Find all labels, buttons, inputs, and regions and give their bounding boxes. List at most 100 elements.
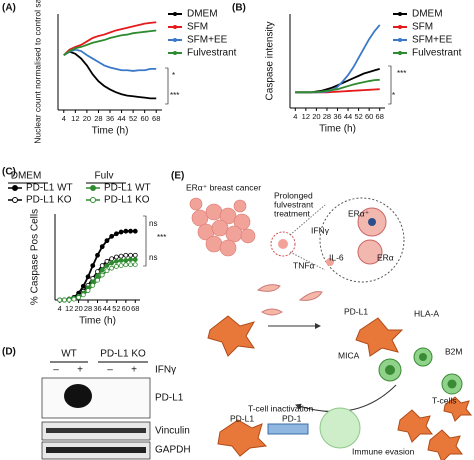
legend-marker — [90, 185, 96, 191]
series-marker — [113, 264, 119, 269]
x-axis-label: Time (h) — [319, 124, 356, 135]
significance-bracket — [165, 67, 169, 105]
series-marker — [118, 253, 124, 259]
series-marker — [113, 258, 119, 264]
legend-marker — [398, 38, 402, 42]
legend-marker — [398, 12, 402, 16]
legend-marker — [173, 51, 177, 55]
diagram-label: ERα⁺ — [348, 208, 370, 218]
x-tick-label: 12 — [302, 112, 310, 121]
series-marker — [80, 292, 86, 298]
legend-label: SFM+EE — [412, 35, 453, 46]
blot-sign: + — [77, 365, 83, 376]
legend-marker — [173, 38, 177, 42]
series-marker — [99, 244, 105, 250]
annotation: ns — [149, 253, 157, 262]
annotation: *** — [157, 233, 166, 242]
x-tick-label: 20 — [74, 304, 82, 313]
series-marker — [90, 263, 96, 269]
significance-bracket — [388, 65, 392, 105]
panel-label: (C) — [2, 167, 16, 178]
diagram-label: T-cells — [432, 395, 457, 405]
legend-group: Fulv — [95, 171, 114, 182]
x-tick-label: 60 — [365, 112, 373, 121]
series-marker — [104, 238, 110, 244]
legend-marker — [173, 25, 177, 29]
blot-row-label: PD-L1 — [155, 393, 184, 404]
legend-marker — [398, 25, 402, 29]
series-line — [63, 29, 157, 56]
series-marker — [85, 288, 91, 293]
blot-shapes — [41, 361, 151, 460]
x-tick-label: 44 — [103, 304, 111, 313]
series-marker — [118, 229, 124, 235]
series-marker — [76, 295, 82, 300]
diagram-label: PD-L1 — [230, 413, 254, 423]
annotation: ns — [149, 219, 157, 228]
blot-row-label: GAPDH — [155, 445, 191, 456]
series-line — [295, 78, 380, 94]
series-marker — [109, 233, 115, 239]
series-marker — [66, 297, 72, 303]
x-tick-label: 4 — [293, 112, 297, 121]
blot-treatment: IFNγ — [155, 365, 176, 376]
blot-sign: + — [131, 365, 137, 376]
series-marker — [128, 228, 133, 234]
series-marker — [109, 260, 115, 266]
x-tick-label: 12 — [71, 114, 79, 123]
legend-label: PD-L1 WT — [26, 183, 73, 194]
series-line — [63, 21, 157, 56]
series-marker — [104, 268, 110, 274]
blot-sign: – — [53, 365, 59, 376]
series-marker — [132, 252, 138, 258]
series-marker — [132, 228, 138, 234]
x-tick-label: 52 — [112, 304, 120, 313]
series-marker — [109, 265, 115, 271]
legend-label: PD-L1 WT — [104, 183, 151, 194]
legend-label: Fulvestrant — [187, 48, 237, 59]
panel-label: (E) — [171, 171, 184, 182]
blot-row-label: Vinculin — [155, 426, 190, 437]
panel-label: (B) — [232, 3, 246, 14]
diagram-label: IL-6 — [329, 252, 344, 262]
diagram-label: PD-1 — [282, 413, 302, 423]
x-tick-label: 4 — [62, 114, 66, 123]
x-tick-label: 28 — [323, 112, 331, 121]
legend-label: PD-L1 KO — [104, 195, 150, 206]
diagram-label: B2M — [445, 346, 462, 356]
x-tick-label: 36 — [106, 114, 114, 123]
x-tick-label: 60 — [122, 304, 130, 313]
blot-group: WT — [61, 349, 77, 360]
legend-label: SFM — [412, 22, 433, 33]
series-marker — [99, 263, 105, 269]
x-tick-label: 36 — [93, 304, 101, 313]
x-tick-label: 28 — [84, 304, 92, 313]
legend-marker — [90, 197, 96, 203]
x-tick-label: 20 — [312, 112, 320, 121]
y-axis-label: Nuclear count normalised to control samp… — [32, 0, 42, 144]
series-marker — [118, 263, 124, 269]
y-axis-label: Caspase intensity — [265, 22, 276, 101]
x-tick-label: 44 — [344, 112, 352, 121]
series-marker — [123, 252, 129, 258]
legend-marker — [173, 12, 177, 16]
series-line — [63, 50, 157, 100]
series-marker — [104, 258, 110, 264]
diagram-label: IFNγ — [311, 225, 330, 235]
series-marker — [62, 297, 67, 303]
series-marker — [90, 282, 96, 288]
series-line — [63, 48, 157, 72]
x-axis-label: Time (h) — [79, 316, 116, 327]
diagram-label: MICA — [338, 350, 360, 360]
diagram-shapes — [189, 197, 473, 460]
blot-sign: – — [107, 365, 113, 376]
diagram-label: fulvestrant — [274, 199, 314, 209]
series-marker — [128, 257, 133, 262]
series-marker — [128, 262, 133, 268]
legend-label: Fulvestrant — [412, 48, 462, 59]
annotation: *** — [170, 91, 179, 100]
x-tick-label: 68 — [376, 112, 384, 121]
series-marker — [123, 262, 129, 268]
series-marker — [95, 277, 100, 283]
diagram-label: ERα⁺ breast cancer — [186, 182, 261, 192]
